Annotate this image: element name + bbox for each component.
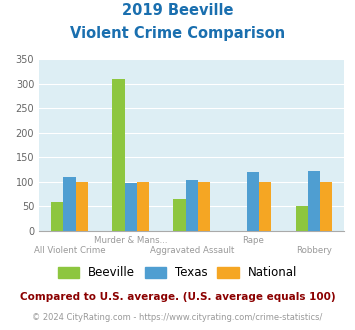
Text: © 2024 CityRating.com - https://www.cityrating.com/crime-statistics/: © 2024 CityRating.com - https://www.city…	[32, 314, 323, 322]
Bar	[198, 182, 210, 231]
Text: Rape: Rape	[242, 236, 264, 245]
Bar	[112, 79, 125, 231]
Bar	[76, 182, 88, 231]
Bar	[259, 182, 271, 231]
Bar	[64, 177, 76, 231]
Text: Aggravated Assault: Aggravated Assault	[149, 246, 234, 255]
Bar	[320, 182, 332, 231]
Bar	[125, 183, 137, 231]
Text: Violent Crime Comparison: Violent Crime Comparison	[70, 26, 285, 41]
Text: Robbery: Robbery	[296, 246, 332, 255]
Bar	[247, 172, 259, 231]
Bar	[51, 202, 64, 231]
Text: Compared to U.S. average. (U.S. average equals 100): Compared to U.S. average. (U.S. average …	[20, 292, 335, 302]
Bar	[295, 207, 308, 231]
Legend: Beeville, Texas, National: Beeville, Texas, National	[53, 262, 302, 284]
Bar	[186, 180, 198, 231]
Bar	[173, 199, 186, 231]
Text: 2019 Beeville: 2019 Beeville	[122, 3, 233, 18]
Text: Murder & Mans...: Murder & Mans...	[94, 236, 168, 245]
Bar	[308, 171, 320, 231]
Bar	[137, 182, 149, 231]
Text: All Violent Crime: All Violent Crime	[34, 246, 105, 255]
